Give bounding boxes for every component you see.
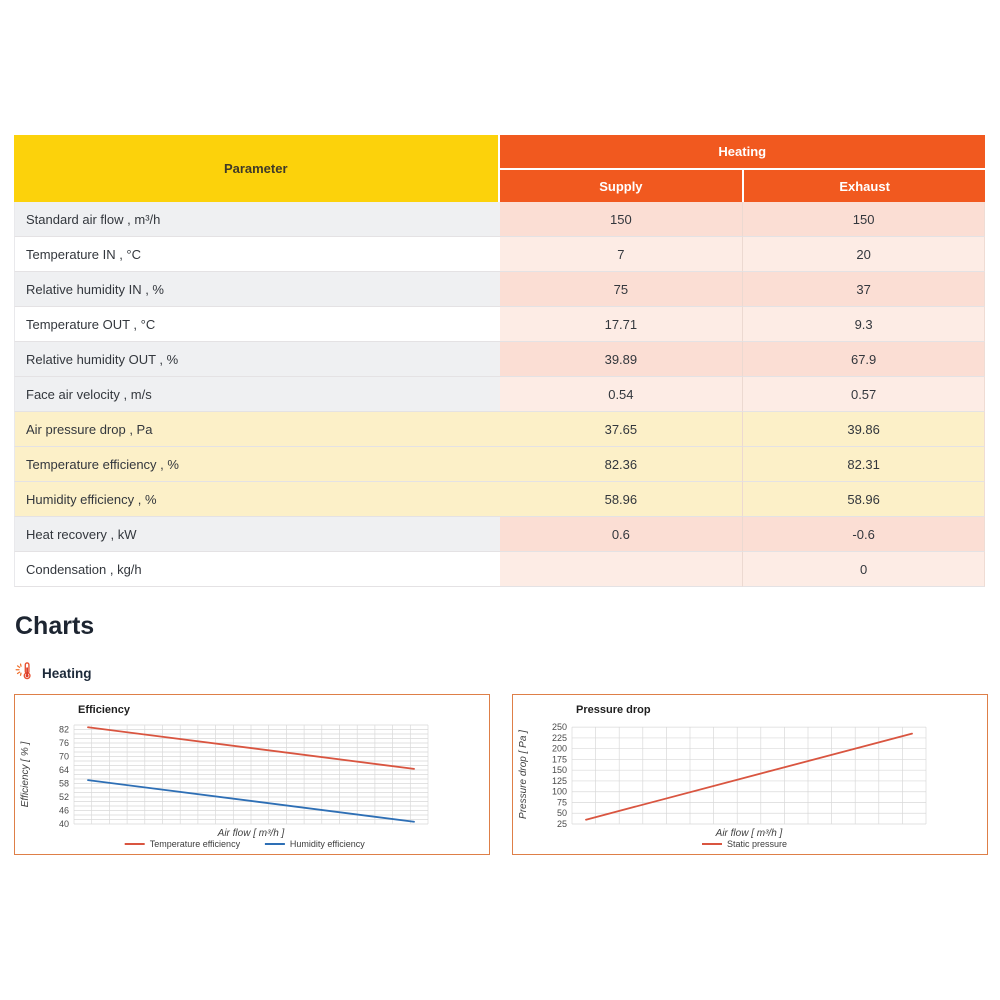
supply-value: 37.65 — [499, 412, 743, 447]
y-tick-label: 46 — [59, 806, 69, 816]
table-row: Temperature IN , °C 7 20 — [14, 237, 985, 272]
exhaust-value: 37 — [742, 272, 985, 307]
table-row: Temperature efficiency , % 82.36 82.31 — [14, 447, 985, 482]
row-label: Air pressure drop , Pa — [14, 412, 500, 447]
y-axis-label: Efficiency [ % ] — [20, 741, 31, 807]
table-row: Humidity efficiency , % 58.96 58.96 — [14, 482, 985, 517]
y-tick-label: 25 — [557, 819, 567, 829]
supply-value: 82.36 — [499, 447, 743, 482]
y-tick-label: 40 — [59, 819, 69, 829]
exhaust-value: 0 — [742, 552, 985, 587]
heating-subsection: Heating — [15, 661, 92, 685]
y-tick-label: 75 — [557, 797, 567, 807]
series-line — [585, 732, 913, 821]
table-row: Relative humidity OUT , % 39.89 67.9 — [14, 342, 985, 377]
chart-svg: 40 46 52 58 64 70 76 82 Efficiency Efficiency [ %… — [20, 704, 429, 849]
thermometer-hot-icon — [15, 661, 34, 685]
row-label: Temperature efficiency , % — [14, 447, 500, 482]
exhaust-value: 0.57 — [742, 377, 985, 412]
exhaust-value: -0.6 — [742, 517, 985, 552]
supply-value: 58.96 — [499, 482, 743, 517]
x-axis-label: Air flow [ m³/h ] — [217, 828, 285, 839]
exhaust-value: 82.31 — [742, 447, 985, 482]
y-tick-label: 225 — [552, 733, 567, 743]
y-tick-label: 58 — [59, 779, 69, 789]
row-label: Temperature OUT , °C — [14, 307, 500, 342]
grid — [73, 724, 429, 825]
row-label: Temperature IN , °C — [14, 237, 500, 272]
efficiency-chart-panel: 40 46 52 58 64 70 76 82 Efficiency Efficiency [ %… — [14, 694, 490, 855]
y-tick-label: 70 — [59, 752, 69, 762]
heating-group-header: Heating — [499, 135, 985, 170]
exhaust-value: 150 — [742, 202, 985, 237]
supply-value: 0.54 — [499, 377, 743, 412]
row-label: Condensation , kg/h — [14, 552, 500, 587]
supply-value — [499, 552, 743, 587]
exhaust-value: 67.9 — [742, 342, 985, 377]
table-row: Air pressure drop , Pa 37.65 39.86 — [14, 412, 985, 447]
legend-label: Temperature efficiency — [150, 839, 241, 849]
supply-value: 7 — [499, 237, 743, 272]
parameter-column-header: Parameter — [14, 135, 500, 202]
y-tick-label: 76 — [59, 738, 69, 748]
series-line — [87, 779, 415, 823]
grid — [571, 726, 927, 825]
exhaust-column-header: Exhaust — [742, 170, 985, 202]
exhaust-value: 39.86 — [742, 412, 985, 447]
y-tick-label: 200 — [552, 744, 567, 754]
table-row: Relative humidity IN , % 75 37 — [14, 272, 985, 307]
heating-subsection-label: Heating — [42, 665, 92, 681]
series-line — [87, 726, 415, 770]
x-axis-label: Air flow [ m³/h ] — [715, 828, 783, 839]
y-tick-label: 250 — [552, 722, 567, 732]
parameters-table: Parameter Heating Supply Exhaust Standar… — [14, 135, 985, 587]
chart-title: Efficiency — [78, 704, 131, 716]
y-tick-label: 150 — [552, 765, 567, 775]
legend-label: Static pressure — [727, 839, 787, 849]
supply-column-header: Supply — [499, 170, 743, 202]
row-label: Standard air flow , m³/h — [14, 202, 500, 237]
supply-value: 0.6 — [499, 517, 743, 552]
table-row: Condensation , kg/h 0 — [14, 552, 985, 587]
row-label: Relative humidity OUT , % — [14, 342, 500, 377]
legend-label: Humidity efficiency — [290, 839, 365, 849]
table-row: Face air velocity , m/s 0.54 0.57 — [14, 377, 985, 412]
charts-section-title: Charts — [15, 612, 95, 640]
supply-value: 17.71 — [499, 307, 743, 342]
exhaust-value: 58.96 — [742, 482, 985, 517]
y-tick-label: 50 — [557, 808, 567, 818]
exhaust-value: 9.3 — [742, 307, 985, 342]
y-tick-label: 100 — [552, 787, 567, 797]
supply-value: 150 — [499, 202, 743, 237]
row-label: Face air velocity , m/s — [14, 377, 500, 412]
table-row: Heat recovery , kW 0.6 -0.6 — [14, 517, 985, 552]
exhaust-value: 20 — [742, 237, 985, 272]
chart-title: Pressure drop — [576, 704, 651, 716]
supply-value: 39.89 — [499, 342, 743, 377]
row-label: Relative humidity IN , % — [14, 272, 500, 307]
table-row: Temperature OUT , °C 17.71 9.3 — [14, 307, 985, 342]
row-label: Humidity efficiency , % — [14, 482, 500, 517]
y-axis-label: Pressure drop [ Pa ] — [518, 730, 529, 819]
y-tick-label: 175 — [552, 754, 567, 764]
table-row: Standard air flow , m³/h 150 150 — [14, 202, 985, 237]
y-tick-label: 125 — [552, 776, 567, 786]
y-tick-label: 82 — [59, 725, 69, 735]
supply-value: 75 — [499, 272, 743, 307]
y-tick-label: 52 — [59, 792, 69, 802]
row-label: Heat recovery , kW — [14, 517, 500, 552]
pressure-drop-chart-panel: 25 50 75 100 125 150 175 200 225 250 Pressure drop… — [512, 694, 988, 855]
y-tick-label: 64 — [59, 765, 69, 775]
